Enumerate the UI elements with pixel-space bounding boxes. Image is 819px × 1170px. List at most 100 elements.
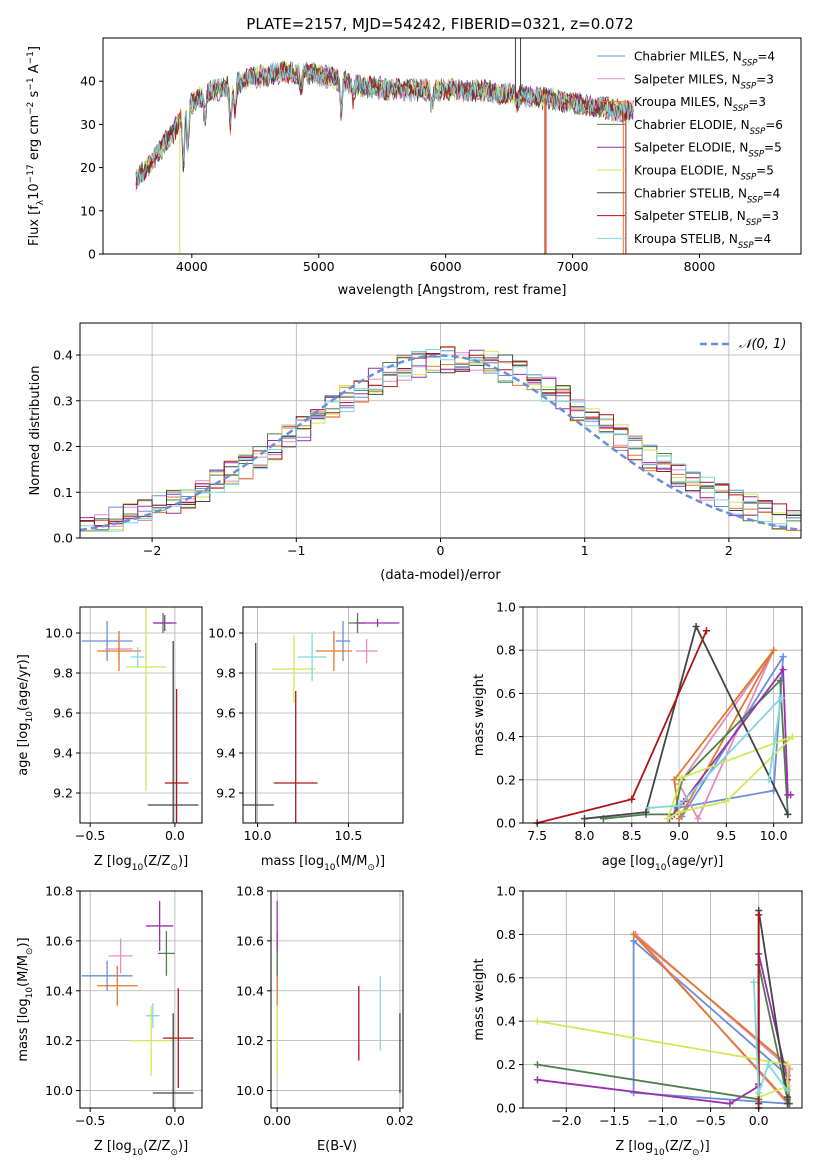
spectrum-kroupa-stelib: [135, 61, 634, 187]
weight-marker: [670, 776, 678, 784]
x-tick-label: 1: [581, 543, 589, 558]
x-axis-label: age [log10(age/yr)]: [602, 854, 724, 873]
y-tick-label: 0.0: [496, 816, 516, 831]
legend-label: Kroupa ELODIE, NSSP=5: [634, 164, 774, 183]
weight-marker: [755, 911, 763, 919]
errorbar-point: [157, 930, 175, 976]
y-axis-label: age [log10(age/yr)]: [16, 654, 35, 776]
y-tick-label: 10.0: [45, 1083, 73, 1098]
weight-marker: [755, 1089, 763, 1097]
weight-marker: [787, 791, 795, 799]
y-tick-label: 0.3: [53, 393, 73, 408]
y-tick-label: 9.8: [216, 666, 236, 681]
errorbar-point: [146, 1003, 160, 1029]
y-tick-label: 0.6: [496, 686, 516, 701]
x-axis-label: mass [log10(M/M⊙)]: [261, 854, 385, 873]
weight-line-chabrier-elodie: [603, 678, 789, 820]
x-tick-label: 0: [437, 543, 445, 558]
weight-marker: [784, 1087, 792, 1095]
y-tick-label: 40: [80, 74, 96, 89]
weight-line-kroupa-miles: [632, 933, 791, 1107]
y-tick-label: 20: [80, 160, 96, 175]
x-tick-label: 0.00: [263, 1113, 291, 1128]
spectrum-salpeter-stelib: [135, 61, 634, 186]
weight-marker: [784, 1100, 792, 1108]
weight-lines: [533, 907, 793, 1110]
weight-marker: [702, 627, 710, 635]
weight-marker: [789, 733, 797, 741]
y-tick-label: 10: [80, 203, 96, 218]
weight-marker: [777, 694, 785, 702]
y-axis-label: mass [log10(M/M⊙)]: [16, 937, 35, 1061]
y-tick-label: 1.0: [496, 600, 516, 615]
x-tick-label: 0.0: [165, 1113, 185, 1128]
y-tick-label: 9.4: [53, 746, 73, 761]
weight-marker: [533, 1061, 541, 1069]
y-tick-label: 10.4: [45, 983, 73, 998]
y-tick-label: 10.2: [236, 1033, 264, 1048]
x-tick-label: 10.0: [760, 828, 788, 843]
spectrum-lines: [135, 38, 634, 254]
x-tick-label: 10.5: [335, 828, 363, 843]
gaussian-curve: [80, 354, 801, 532]
y-tick-label: 1.0: [496, 884, 516, 899]
x-tick-label: −0.5: [75, 828, 105, 843]
spectrum-panel: 4000 5000 6000 7000 8000 0 10 20 30 40 wavelength …: [26, 37, 802, 298]
y-tick-label: 10.2: [45, 1033, 73, 1048]
weight-marker: [645, 804, 653, 812]
x-tick-label: −1: [287, 543, 305, 558]
errorbar-point: [335, 621, 351, 661]
x-tick-label: 5000: [303, 259, 335, 274]
y-tick-label: 9.4: [216, 746, 236, 761]
y-tick-label: 0: [88, 247, 96, 262]
y-tick-label: 10.0: [45, 626, 73, 641]
weight-marker: [533, 1017, 541, 1025]
x-tick-label: 0.0: [749, 1113, 769, 1128]
x-tick-label: −0.5: [75, 1113, 105, 1128]
y-tick-label: 0.0: [53, 531, 73, 546]
x-axis-label: Z [log10(Z/Z⊙)]: [94, 854, 188, 873]
weight-marker: [678, 774, 686, 782]
y-tick-label: 10.4: [236, 983, 264, 998]
histogram-chabrier-stelib: [80, 353, 801, 524]
y-tick-label: 0.8: [496, 927, 516, 942]
y-tick-label: 0.6: [496, 970, 516, 985]
weight-line-kroupa-stelib: [753, 982, 789, 1094]
errorbar-point: [152, 615, 177, 631]
legend-label: Salpeter STELIB, NSSP=3: [634, 209, 779, 228]
y-tick-label: 9.6: [53, 706, 73, 721]
x-tick-label: 7.5: [527, 828, 547, 843]
errorbar-point: [355, 639, 378, 663]
axes-frame: [270, 890, 404, 1109]
errorbar-point: [152, 1013, 194, 1108]
weight-marker: [664, 815, 672, 823]
x-tick-label: 6000: [430, 259, 462, 274]
mass-vs-Z-panel: −0.5 0.0 10.0 10.2 10.4 10.6 10.8 Z [log10(Z/Z⊙…: [16, 884, 203, 1158]
y-tick-label: 0.2: [496, 772, 516, 787]
legend-label: Kroupa MILES, NSSP=3: [634, 95, 766, 114]
y-tick-label: 0.0: [496, 1101, 516, 1116]
x-tick-label: 2: [725, 543, 733, 558]
histograms: [80, 346, 801, 532]
figure-title: PLATE=2157, MJD=54242, FIBERID=0321, z=0…: [246, 15, 633, 33]
weight-marker: [533, 1076, 541, 1084]
x-tick-label: 8000: [684, 259, 716, 274]
errorbar-point: [147, 641, 199, 823]
y-tick-label: 10.0: [236, 1083, 264, 1098]
x-tick-label: 0.02: [386, 1113, 414, 1128]
y-axis-label: mass weight: [472, 674, 487, 756]
x-tick-label: −2.0: [551, 1113, 581, 1128]
legend-label: Chabrier MILES, NSSP=4: [634, 50, 775, 69]
x-tick-label: 8.5: [622, 828, 642, 843]
errorbar-point: [96, 631, 141, 671]
weight-marker: [779, 653, 787, 661]
y-tick-label: 0.4: [496, 1014, 516, 1029]
y-tick-label: 0.2: [496, 1057, 516, 1072]
legend-label: Salpeter ELODIE, NSSP=5: [634, 141, 782, 160]
axes-frame: [79, 890, 203, 1109]
x-tick-label: 0.0: [165, 828, 185, 843]
age-vs-mass-panel: 10.0 10.5 9.2 9.4 9.6 9.8 10.0 mass [log10(M/M⊙…: [208, 606, 404, 873]
weight-line-kroupa-elodie: [537, 1020, 789, 1099]
errorbar-point: [108, 938, 133, 974]
